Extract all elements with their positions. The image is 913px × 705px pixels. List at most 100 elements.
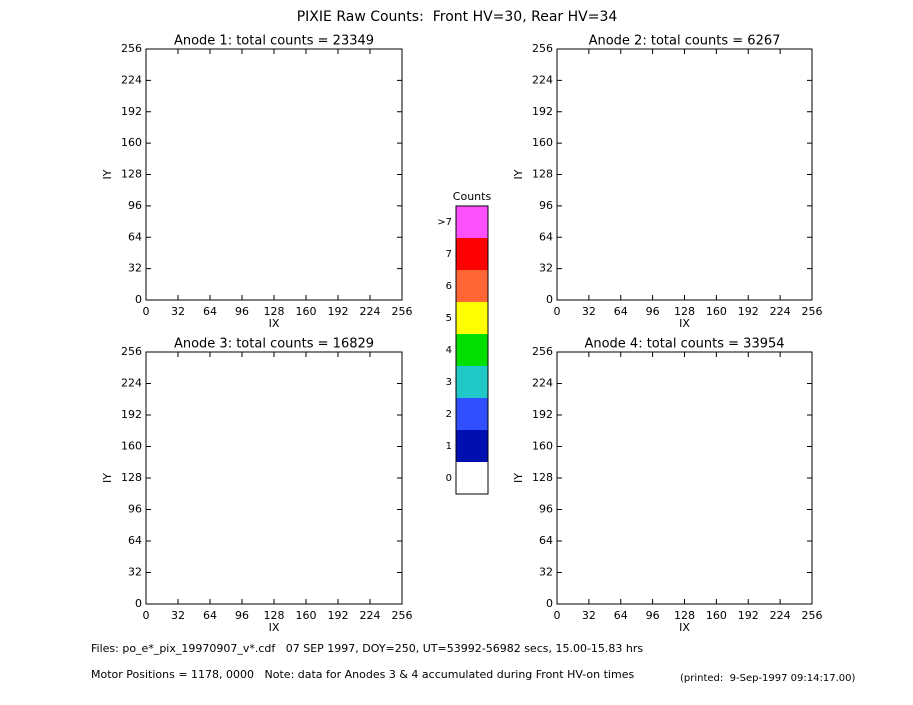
- x-tick-label: 224: [770, 305, 791, 318]
- x-tick-label: 192: [738, 305, 759, 318]
- y-tick-label: 256: [532, 345, 553, 358]
- y-tick-label: 96: [539, 199, 553, 212]
- y-tick-label: 64: [539, 534, 553, 547]
- y-tick-label: 160: [532, 136, 553, 149]
- colorbar-swatch: [456, 430, 488, 462]
- colorbar-swatch: [456, 270, 488, 302]
- x-tick-label: 256: [392, 305, 413, 318]
- y-tick-label: 0: [135, 597, 142, 610]
- y-tick-label: 128: [532, 168, 553, 181]
- colorbar-label: 5: [446, 313, 452, 324]
- y-tick-label: 192: [532, 105, 553, 118]
- y-tick-label: 256: [532, 42, 553, 55]
- x-axis-label: IX: [269, 317, 280, 330]
- x-tick-label: 160: [296, 609, 317, 622]
- x-tick-label: 96: [235, 305, 249, 318]
- colorbar-swatch: [456, 462, 488, 494]
- x-tick-label: 224: [770, 609, 791, 622]
- x-tick-label: 192: [328, 609, 349, 622]
- y-axis-label: IY: [512, 473, 525, 483]
- y-tick-label: 0: [546, 597, 553, 610]
- x-tick-label: 96: [646, 609, 660, 622]
- x-tick-label: 192: [738, 609, 759, 622]
- y-axis-label: IY: [512, 169, 525, 179]
- colorbar-label: 0: [446, 473, 452, 484]
- x-tick-label: 32: [582, 609, 596, 622]
- y-tick-label: 160: [121, 136, 142, 149]
- y-tick-label: 256: [121, 345, 142, 358]
- y-tick-label: 160: [532, 440, 553, 453]
- plot-frame: [556, 48, 813, 301]
- y-tick-label: 128: [121, 471, 142, 484]
- panel-title: Anode 2: total counts = 6267: [589, 34, 781, 49]
- x-tick-label: 256: [802, 609, 823, 622]
- y-tick-label: 64: [128, 230, 142, 243]
- colorbar-swatch: [456, 334, 488, 366]
- x-tick-label: 128: [264, 305, 285, 318]
- x-axis-label: IX: [679, 317, 690, 330]
- x-tick-label: 128: [674, 305, 695, 318]
- x-tick-label: 160: [706, 609, 727, 622]
- colorbar-swatch: [456, 206, 488, 238]
- y-tick-label: 0: [135, 293, 142, 306]
- colorbar-label: 6: [446, 281, 452, 292]
- x-tick-label: 128: [264, 609, 285, 622]
- y-axis-label: IY: [101, 169, 114, 179]
- x-axis-label: IX: [269, 621, 280, 634]
- x-axis-label: IX: [679, 621, 690, 634]
- page-title: PIXIE Raw Counts: Front HV=30, Rear HV=3…: [297, 9, 618, 25]
- y-tick-label: 224: [121, 73, 142, 86]
- x-tick-label: 224: [360, 305, 381, 318]
- colorbar-frame: [455, 205, 489, 495]
- y-tick-label: 128: [532, 471, 553, 484]
- y-tick-label: 192: [121, 105, 142, 118]
- plot-frame: [145, 48, 403, 301]
- plot-frame: [145, 351, 403, 605]
- footer-printed: (printed: 9-Sep-1997 09:14:17.00): [680, 673, 855, 684]
- y-tick-label: 96: [539, 503, 553, 516]
- y-axis-label: IY: [101, 473, 114, 483]
- y-tick-label: 224: [121, 377, 142, 390]
- x-tick-label: 32: [171, 305, 185, 318]
- x-tick-label: 256: [392, 609, 413, 622]
- plot-frame: [556, 351, 813, 605]
- y-tick-label: 256: [121, 42, 142, 55]
- footer-motor: Motor Positions = 1178, 0000 Note: data …: [91, 668, 634, 681]
- y-tick-label: 128: [121, 168, 142, 181]
- colorbar-label: 7: [446, 249, 452, 260]
- colorbar-swatch: [456, 398, 488, 430]
- colorbar-title: Counts: [453, 190, 492, 203]
- x-tick-label: 32: [171, 609, 185, 622]
- y-tick-label: 192: [532, 408, 553, 421]
- x-tick-label: 0: [143, 305, 150, 318]
- y-tick-label: 32: [539, 262, 553, 275]
- colorbar-swatch: [456, 238, 488, 270]
- y-tick-label: 64: [539, 230, 553, 243]
- footer-files: Files: po_e*_pix_19970907_v*.cdf 07 SEP …: [91, 642, 643, 655]
- x-tick-label: 32: [582, 305, 596, 318]
- y-tick-label: 64: [128, 534, 142, 547]
- panel-title: Anode 4: total counts = 33954: [584, 337, 784, 352]
- x-tick-label: 224: [360, 609, 381, 622]
- x-tick-label: 192: [328, 305, 349, 318]
- y-tick-label: 96: [128, 503, 142, 516]
- y-tick-label: 0: [546, 293, 553, 306]
- x-tick-label: 96: [646, 305, 660, 318]
- x-tick-label: 128: [674, 609, 695, 622]
- x-tick-label: 64: [614, 609, 628, 622]
- panel-title: Anode 1: total counts = 23349: [174, 34, 374, 49]
- x-tick-label: 0: [554, 305, 561, 318]
- colorbar-label: >7: [437, 217, 452, 228]
- colorbar-label: 2: [446, 409, 452, 420]
- x-tick-label: 96: [235, 609, 249, 622]
- y-tick-label: 32: [128, 262, 142, 275]
- colorbar-label: 3: [446, 377, 452, 388]
- y-tick-label: 160: [121, 440, 142, 453]
- y-tick-label: 96: [128, 199, 142, 212]
- y-tick-label: 192: [121, 408, 142, 421]
- x-tick-label: 0: [554, 609, 561, 622]
- x-tick-label: 160: [706, 305, 727, 318]
- y-tick-label: 224: [532, 73, 553, 86]
- colorbar-label: 1: [446, 441, 452, 452]
